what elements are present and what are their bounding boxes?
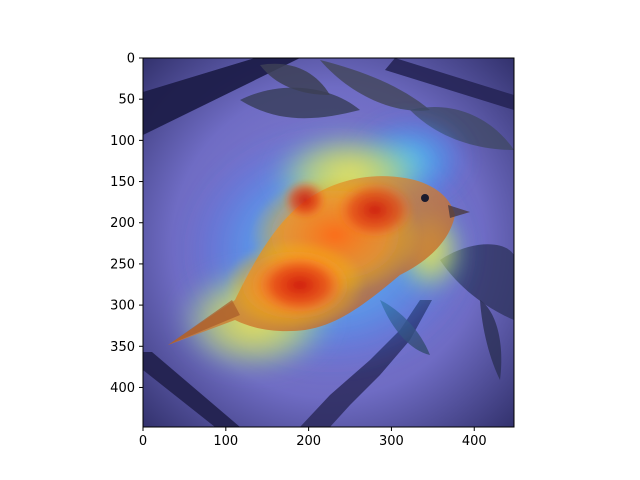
bird-beak: [448, 205, 470, 218]
y-tick-label: 200: [110, 216, 135, 231]
heatmap-image: [143, 58, 514, 427]
y-axis: 0 50 100 150 200 250 300 350 400: [110, 52, 143, 396]
x-tick-label: 400: [462, 434, 487, 449]
branch-top-right: [385, 58, 514, 110]
y-tick-label: 50: [118, 93, 135, 108]
y-tick-label: 0: [127, 52, 135, 67]
y-tick-label: 250: [110, 257, 135, 272]
bird-tail: [168, 300, 240, 345]
y-tick-label: 100: [110, 134, 135, 149]
heat-red: [255, 255, 345, 315]
leaf: [410, 106, 514, 150]
x-tick-label: 100: [213, 434, 238, 449]
x-tick-label: 0: [139, 434, 147, 449]
heat-red: [335, 180, 415, 240]
y-tick-label: 400: [110, 381, 135, 396]
branch-top-left: [143, 58, 300, 135]
leaf: [260, 63, 330, 95]
x-tick-label: 200: [296, 434, 321, 449]
branch-bottom-left: [143, 352, 240, 427]
leaf: [240, 87, 360, 119]
x-axis: 0 100 200 300 400: [139, 427, 487, 449]
leaf: [320, 60, 430, 111]
axes-frame: [142, 57, 515, 428]
y-tick-label: 150: [110, 175, 135, 190]
leaf: [480, 300, 502, 380]
heat-red: [283, 180, 327, 220]
x-tick-label: 300: [379, 434, 404, 449]
y-tick-label: 350: [110, 340, 135, 355]
bird-eye: [421, 194, 429, 202]
y-tick-label: 300: [110, 299, 135, 314]
